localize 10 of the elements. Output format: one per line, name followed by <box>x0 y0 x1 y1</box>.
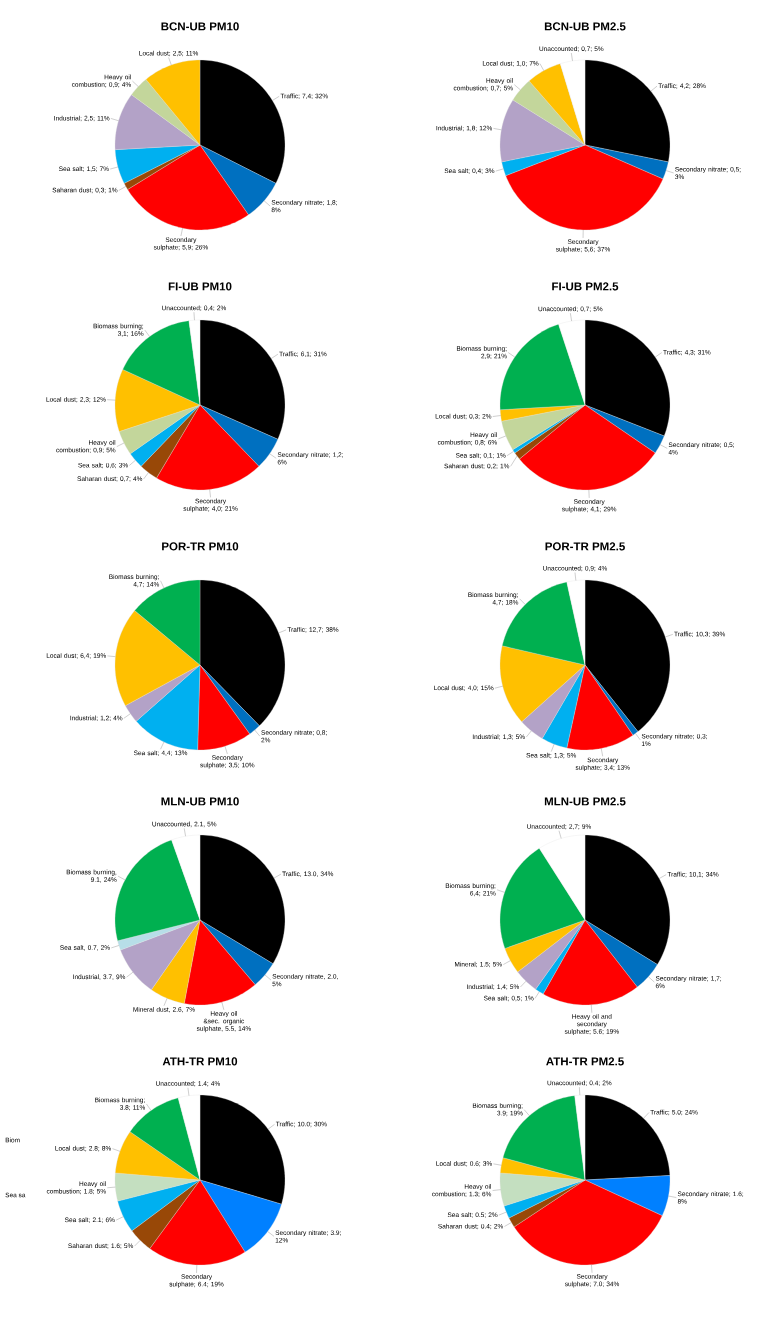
chart-title: MLN-UB PM2.5 <box>544 797 626 806</box>
chart-title: FI-UB PM2.5 <box>552 282 619 291</box>
chart-title: MLN-UB PM10 <box>161 797 239 806</box>
chart-title: FI-UB PM10 <box>168 282 232 291</box>
chart-title: POR-TR PM2.5 <box>545 542 625 551</box>
chart-title: BCN-UB PM10 <box>161 22 239 31</box>
chart-title: BCN-UB PM2.5 <box>544 22 626 31</box>
chart-title: ATH-TR PM2.5 <box>546 1057 624 1066</box>
chart-title: ATH-TR PM10 <box>162 1057 238 1066</box>
chart-title: POR-TR PM10 <box>162 542 239 551</box>
